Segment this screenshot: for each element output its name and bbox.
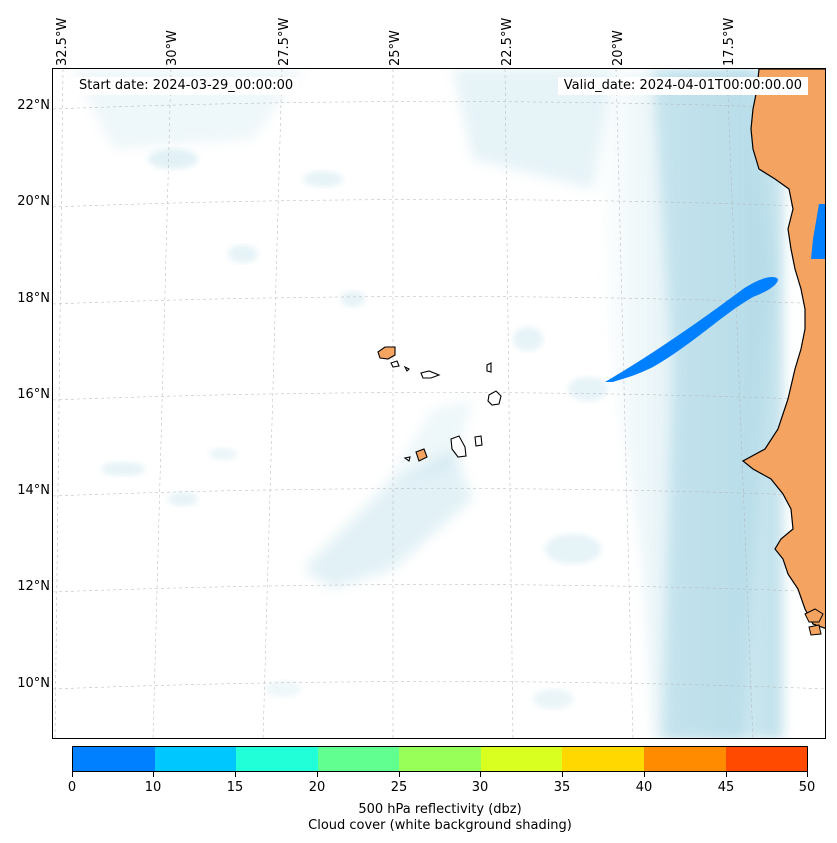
cape-verde-islands	[377, 346, 502, 462]
colorbar-segment-8	[725, 747, 808, 771]
colorbar-segment-6	[562, 747, 644, 771]
lat-label-20n: 20°N	[17, 194, 50, 209]
colorbar-label-50: 50	[798, 780, 816, 795]
lat-label-12n: 12°N	[17, 579, 50, 594]
colorbar-segment-2	[236, 747, 318, 771]
lon-label-25w: 25°W	[388, 30, 403, 66]
colorbar-label-15: 15	[226, 780, 244, 795]
map-canvas	[53, 69, 825, 738]
colorbar-label-10: 10	[144, 780, 162, 795]
lat-label-18n: 18°N	[17, 291, 50, 306]
colorbar-label-20: 20	[308, 780, 326, 795]
lat-label-22n: 22°N	[17, 98, 50, 113]
reflectivity-band	[605, 277, 778, 382]
colorbar-label-30: 30	[471, 780, 489, 795]
colorbar-tick-9	[807, 772, 808, 777]
colorbar-tick-6	[562, 772, 563, 777]
reflectivity-coast-patch	[811, 204, 825, 259]
lat-label-14n: 14°N	[17, 483, 50, 498]
colorbar-segment-7	[643, 747, 726, 771]
colorbar-title: 500 hPa reflectivity (dbz)	[358, 802, 522, 817]
valid-date-label: Valid_date: 2024-04-01T00:00:00.00	[557, 77, 808, 95]
colorbar-tick-3	[317, 772, 318, 777]
colorbar-tick-4	[399, 772, 400, 777]
colorbar-label-0: 0	[67, 780, 77, 795]
graticule	[53, 69, 825, 738]
lon-label-30w: 30°W	[165, 30, 180, 66]
start-date-label: Start date: 2024-03-29_00:00:00	[73, 77, 300, 95]
colorbar-segment-3	[317, 747, 400, 771]
colorbar	[72, 746, 808, 772]
colorbar-segment-5	[480, 747, 563, 771]
colorbar-label-35: 35	[553, 780, 571, 795]
map-panel[interactable]	[52, 68, 826, 739]
lat-label-10n: 10°N	[17, 676, 50, 691]
colorbar-tick-5	[480, 772, 481, 777]
colorbar-segment-4	[399, 747, 481, 771]
colorbar-tick-8	[726, 772, 727, 777]
colorbar-label-40: 40	[635, 780, 653, 795]
colorbar-label-45: 45	[717, 780, 735, 795]
cloud-cover-shading	[73, 69, 783, 738]
colorbar-label-25: 25	[390, 780, 408, 795]
africa-land	[741, 69, 825, 629]
lat-label-16n: 16°N	[17, 387, 50, 402]
lon-label-22-5w: 22.5°W	[500, 17, 515, 66]
colorbar-tick-7	[644, 772, 645, 777]
lon-label-32-5w: 32.5°W	[55, 17, 70, 66]
lon-label-20w: 20°W	[611, 30, 626, 66]
colorbar-tick-2	[235, 772, 236, 777]
bijagos-islands	[808, 624, 822, 636]
guinea-bissau-islands	[804, 608, 824, 623]
lon-label-27-5w: 27.5°W	[277, 17, 292, 66]
colorbar-subtitle: Cloud cover (white background shading)	[308, 818, 572, 833]
colorbar-tick-1	[153, 772, 154, 777]
colorbar-segment-1	[154, 747, 237, 771]
lon-label-17-5w: 17.5°W	[722, 17, 737, 66]
colorbar-segment-0	[73, 747, 155, 771]
colorbar-tick-0	[72, 772, 73, 777]
